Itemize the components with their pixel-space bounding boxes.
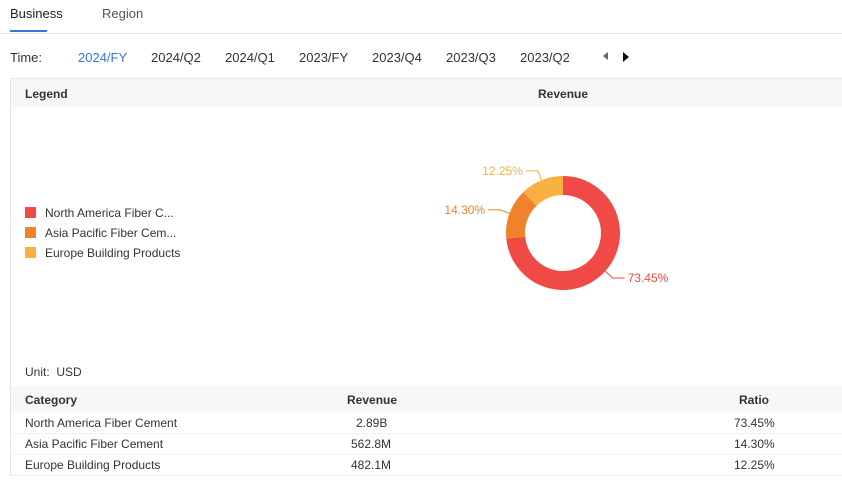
active-tab-indicator bbox=[10, 30, 47, 32]
revenue-panel: Legend Revenue North America Fiber C... … bbox=[10, 78, 842, 476]
view-tabs: Business Region bbox=[0, 0, 842, 34]
data-label-leader bbox=[604, 270, 625, 279]
cell-ratio: 14.30% bbox=[734, 437, 775, 451]
period-2023-q4[interactable]: 2023/Q4 bbox=[372, 50, 422, 65]
legend-title: Legend bbox=[25, 87, 68, 101]
time-selector: Time: 2024/FY 2024/Q2 2024/Q1 2023/FY 20… bbox=[0, 46, 842, 68]
cell-revenue: 482.1M bbox=[351, 458, 392, 472]
chart-title: Revenue bbox=[538, 87, 589, 101]
table-row: North America Fiber Cement 2.89B 73.45% bbox=[11, 413, 842, 434]
cell-category: North America Fiber Cement bbox=[25, 416, 178, 430]
data-label: 73.45% bbox=[628, 271, 669, 285]
tab-business[interactable]: Business bbox=[10, 6, 63, 21]
cell-ratio: 73.45% bbox=[734, 416, 775, 430]
cell-category: Asia Pacific Fiber Cement bbox=[25, 437, 164, 451]
donut-slice[interactable] bbox=[506, 176, 621, 290]
period-2024-q2[interactable]: 2024/Q2 bbox=[151, 50, 201, 65]
unit-label: Unit: USD bbox=[25, 365, 82, 379]
table-row: Europe Building Products 482.1M 12.25% bbox=[11, 455, 842, 476]
scroll-left-arrow-icon[interactable] bbox=[603, 52, 608, 60]
period-2023-fy[interactable]: 2023/FY bbox=[299, 50, 349, 65]
revenue-donut-chart: 73.45% 14.30% 12.25% bbox=[444, 164, 669, 290]
legend-label: Europe Building Products bbox=[45, 246, 181, 260]
legend-label: Asia Pacific Fiber Cem... bbox=[45, 226, 177, 240]
cell-ratio: 12.25% bbox=[734, 458, 775, 472]
cell-category: Europe Building Products bbox=[25, 458, 161, 472]
legend-swatch bbox=[25, 207, 36, 218]
data-label-leader bbox=[525, 170, 543, 181]
data-label: 14.30% bbox=[444, 203, 485, 217]
column-header-category: Category bbox=[25, 393, 78, 407]
tab-region[interactable]: Region bbox=[102, 6, 144, 21]
column-header-revenue: Revenue bbox=[347, 393, 398, 407]
panel-header: Legend Revenue bbox=[11, 79, 842, 107]
data-label-leader bbox=[488, 209, 510, 214]
data-label: 12.25% bbox=[482, 164, 523, 178]
table-row: Asia Pacific Fiber Cement 562.8M 14.30% bbox=[11, 434, 842, 455]
table-header: Category Revenue Ratio bbox=[11, 386, 842, 412]
time-label: Time: bbox=[10, 50, 43, 65]
cell-revenue: 2.89B bbox=[356, 416, 388, 430]
legend-swatch bbox=[25, 247, 36, 258]
donut-slice[interactable] bbox=[523, 176, 563, 206]
period-2023-q3[interactable]: 2023/Q3 bbox=[446, 50, 496, 65]
donut-slice[interactable] bbox=[506, 192, 537, 239]
cell-revenue: 562.8M bbox=[351, 437, 392, 451]
period-2024-fy[interactable]: 2024/FY bbox=[78, 50, 128, 65]
period-2023-q2[interactable]: 2023/Q2 bbox=[520, 50, 570, 65]
column-header-ratio: Ratio bbox=[739, 393, 769, 407]
scroll-right-arrow-icon[interactable] bbox=[623, 52, 629, 62]
legend-label: North America Fiber C... bbox=[45, 206, 174, 220]
legend-swatch bbox=[25, 227, 36, 238]
period-2024-q1[interactable]: 2024/Q1 bbox=[225, 50, 275, 65]
